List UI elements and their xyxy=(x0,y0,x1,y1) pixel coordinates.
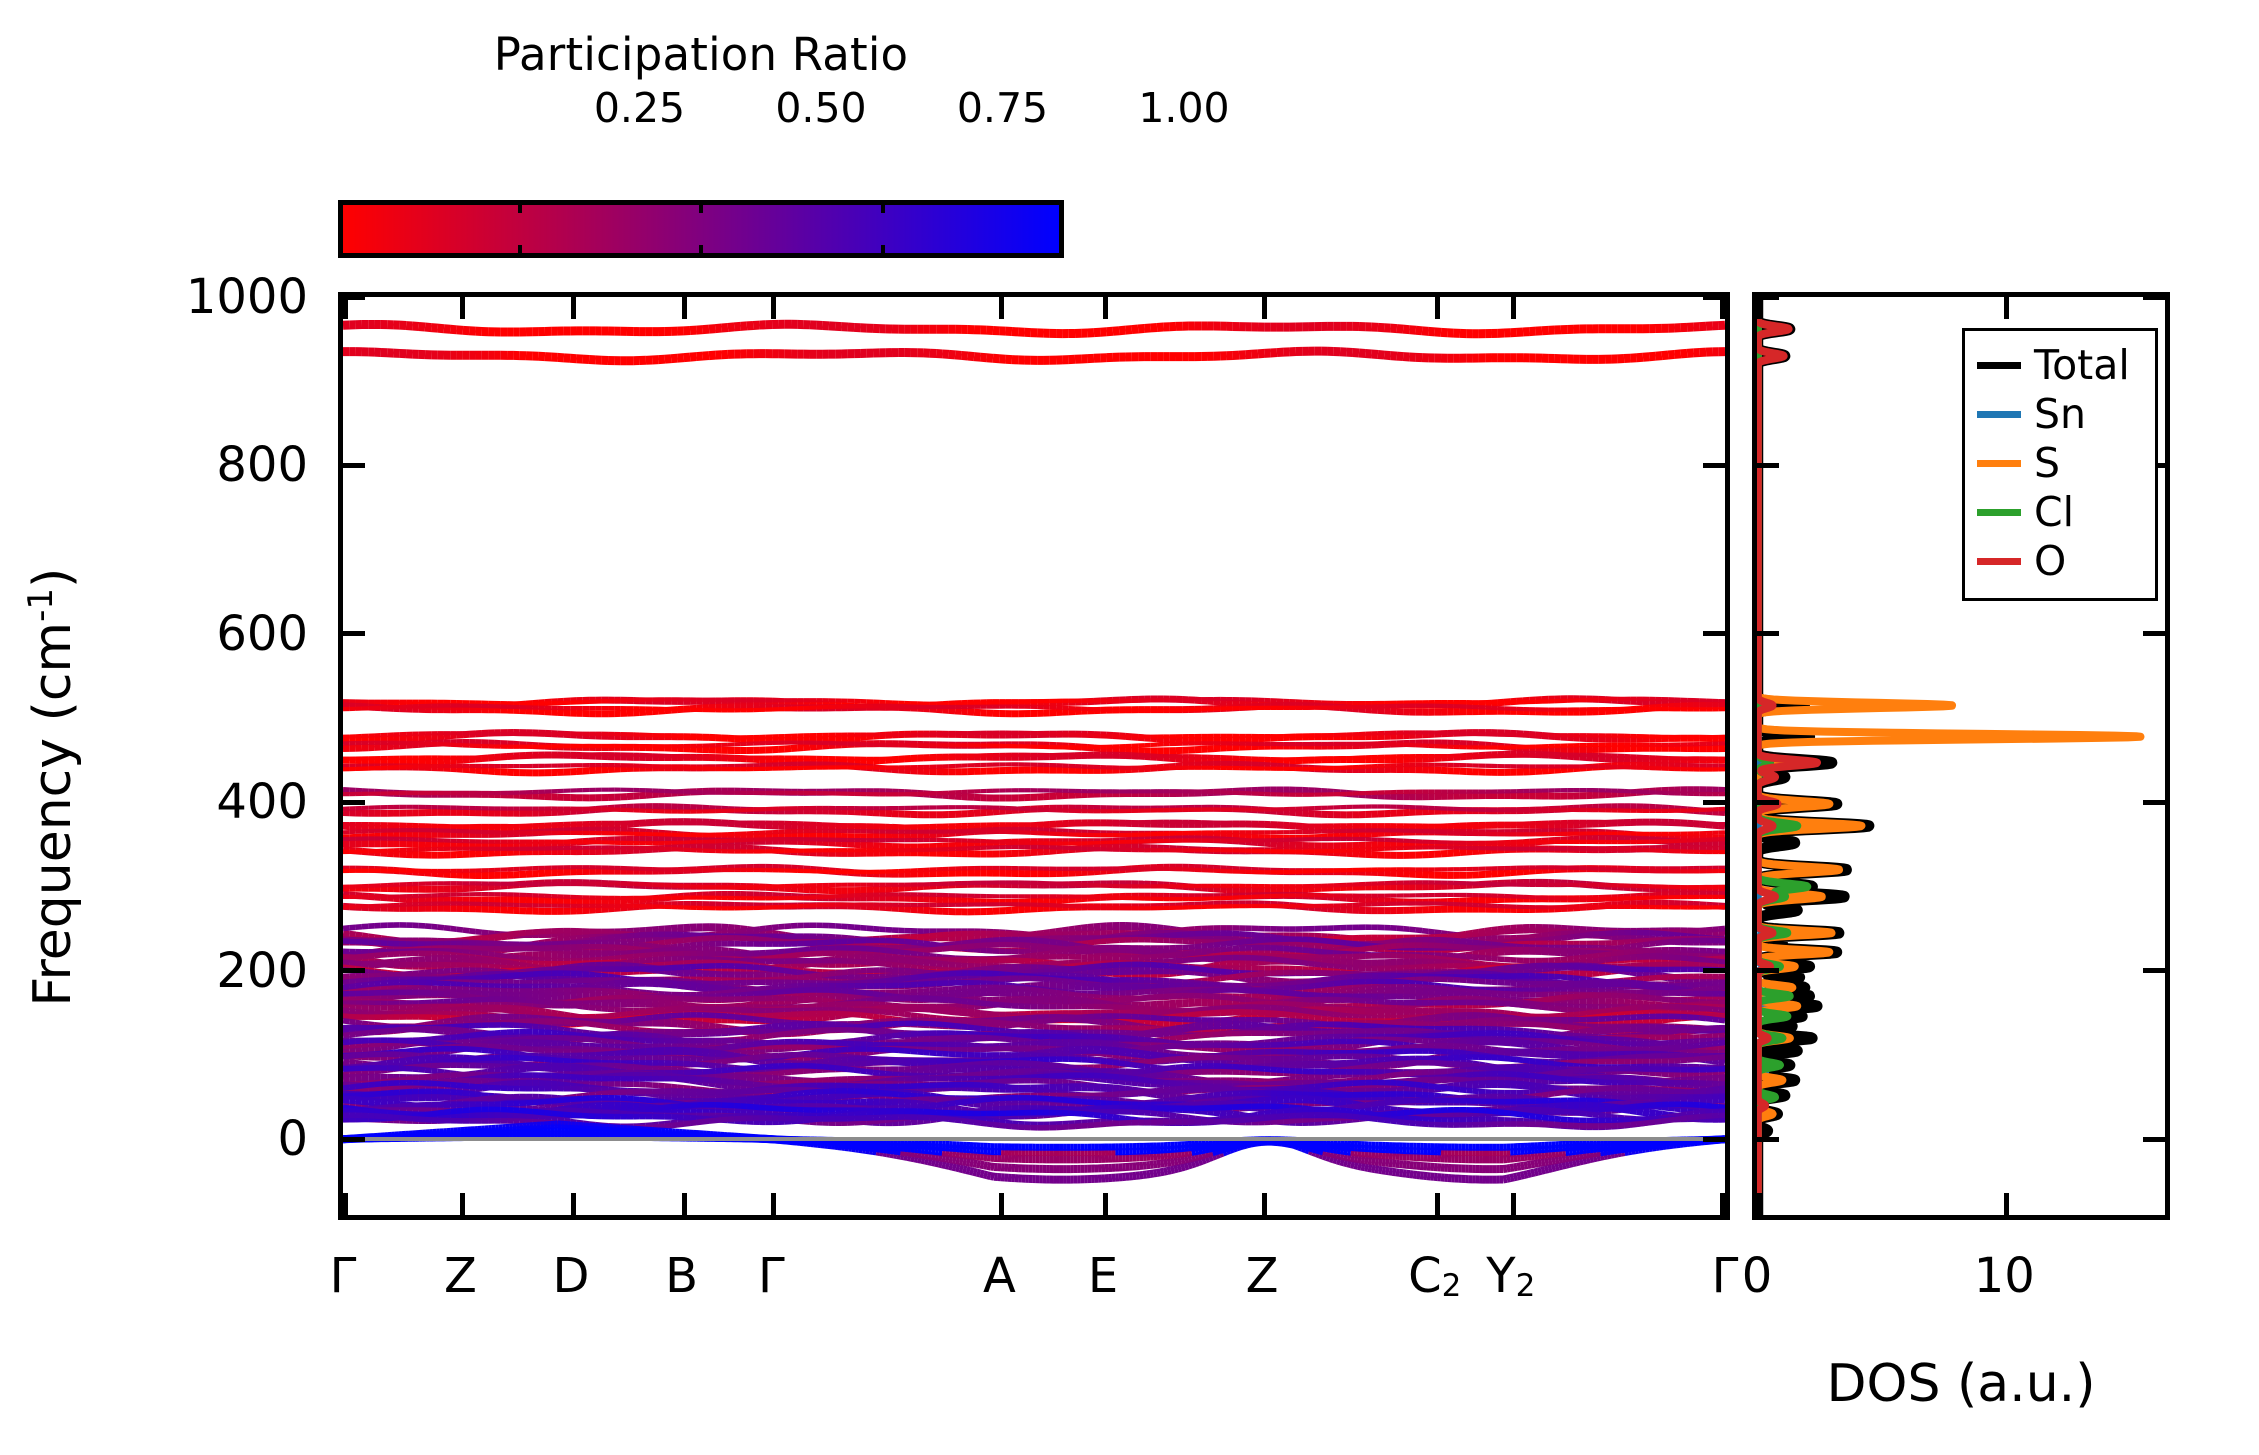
band-line-segment xyxy=(967,351,975,362)
band-curves xyxy=(343,319,1725,1184)
band-line-segment xyxy=(1648,351,1656,362)
colorbar-tick xyxy=(517,245,522,258)
band-line-segment xyxy=(1383,350,1391,361)
band-line-segment xyxy=(1106,326,1114,337)
band-line-segment xyxy=(702,324,710,335)
band-line-segment xyxy=(430,323,439,333)
band-line-segment xyxy=(1118,325,1126,336)
band-line-segment xyxy=(1219,698,1227,707)
colorbar-title: Participation Ratio xyxy=(338,28,1064,81)
colorbar-tick xyxy=(880,200,885,213)
band-line-segment xyxy=(1402,324,1410,335)
band-line-segment xyxy=(677,353,685,363)
band-line-segment xyxy=(1409,325,1417,335)
band-line-segment xyxy=(1364,348,1372,359)
band-line-segment xyxy=(651,790,659,799)
band-line-segment xyxy=(733,321,741,332)
band-line-segment xyxy=(1667,349,1675,360)
band-line-segment xyxy=(670,353,678,364)
band-line-segment xyxy=(1175,755,1183,763)
band-line-segment xyxy=(1377,350,1385,360)
band-line-segment xyxy=(1131,324,1139,335)
band-line-segment xyxy=(1396,324,1404,334)
colorbar-tick-label: 0.25 xyxy=(594,84,685,132)
band-line-segment xyxy=(1371,349,1379,360)
band-line-segment xyxy=(727,322,735,332)
band-line-segment xyxy=(979,352,988,363)
band-line-segment xyxy=(986,353,994,363)
band-line-segment xyxy=(954,350,962,360)
band-line-segment xyxy=(696,351,704,362)
colorbar-tick xyxy=(517,200,522,213)
band-line-segment xyxy=(645,791,653,799)
band-line-segment xyxy=(418,322,426,332)
colorbar-tick xyxy=(880,245,885,258)
colorbar-tick-label: 1.00 xyxy=(1138,84,1229,132)
band-line-segment xyxy=(1421,326,1429,336)
colorbar-tick-label: 0.75 xyxy=(957,84,1048,132)
band-line-segment xyxy=(1358,348,1366,358)
band-line-segment xyxy=(961,350,969,361)
band-line-segment xyxy=(1125,325,1133,335)
band-line-segment xyxy=(449,324,457,335)
band-line-segment xyxy=(708,324,716,334)
band-line-segment xyxy=(973,352,981,362)
band-line-segment xyxy=(1560,765,1568,774)
band-line-segment xyxy=(1415,325,1423,336)
band-line-segment xyxy=(689,352,697,362)
band-line-segment xyxy=(437,323,445,334)
participation-ratio-colorbar xyxy=(338,200,1064,258)
band-structure-axes xyxy=(338,292,1730,1220)
band-line-segment xyxy=(797,744,804,752)
band-line-segment xyxy=(1137,323,1145,334)
band-line-segment xyxy=(1226,699,1234,707)
band-line-segment xyxy=(1655,351,1663,361)
band-line-segment xyxy=(948,349,956,360)
band-line-segment xyxy=(721,322,729,333)
band-line-segment xyxy=(992,807,1000,816)
band-plot-area xyxy=(343,297,1725,1215)
band-line-segment xyxy=(683,352,691,363)
band-line-segment xyxy=(1642,352,1650,362)
band-line-segment xyxy=(1428,326,1436,337)
colorbar-tick xyxy=(699,200,703,213)
band-line-segment xyxy=(1144,323,1152,333)
band-line-segment xyxy=(1674,349,1682,359)
band-line-segment xyxy=(1680,348,1688,359)
band-line-segment xyxy=(1264,839,1271,848)
colorbar-tick-label: 0.50 xyxy=(775,84,866,132)
band-line-segment xyxy=(809,743,817,751)
band-line-segment xyxy=(714,323,723,334)
band-line-segment xyxy=(1112,326,1120,336)
band-line-segment xyxy=(1213,698,1221,706)
band-line-segment xyxy=(443,324,451,334)
band-line-segment xyxy=(1257,839,1265,847)
band-line-segment xyxy=(1661,350,1669,361)
colorbar-tick xyxy=(699,245,703,258)
band-line-segment xyxy=(424,322,432,333)
band-line-segment xyxy=(803,743,811,752)
band-line-segment xyxy=(1566,765,1574,773)
band-line-segment xyxy=(1169,754,1177,763)
